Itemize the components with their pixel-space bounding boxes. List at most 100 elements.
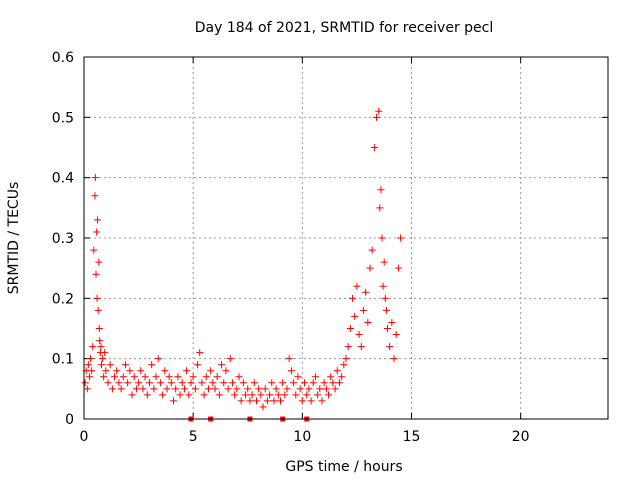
data-point <box>272 385 280 393</box>
data-point <box>296 385 304 393</box>
data-point <box>228 379 236 387</box>
data-point <box>211 385 219 393</box>
data-point <box>220 379 228 387</box>
data-point <box>244 385 252 393</box>
data-point <box>298 397 306 405</box>
data-point <box>204 385 212 393</box>
data-point <box>83 385 91 393</box>
data-point <box>91 174 99 182</box>
data-point <box>156 379 164 387</box>
data-point <box>183 367 191 375</box>
data-point <box>102 367 110 375</box>
data-point <box>178 379 186 387</box>
data-point <box>218 361 226 369</box>
data-point <box>207 367 215 375</box>
data-point <box>93 294 101 302</box>
data-point <box>91 192 99 200</box>
data-point <box>390 355 398 363</box>
data-point <box>270 397 278 405</box>
data-point <box>215 391 223 399</box>
data-point <box>331 385 339 393</box>
data-point <box>99 355 107 363</box>
data-point <box>335 379 343 387</box>
data-point <box>113 367 121 375</box>
data-point <box>368 246 376 254</box>
data-point <box>277 397 284 405</box>
x-tick-label: 20 <box>512 429 530 445</box>
data-point <box>170 397 178 405</box>
data-point <box>81 379 89 387</box>
data-point <box>359 306 367 314</box>
data-point <box>322 385 330 393</box>
data-point <box>357 343 365 351</box>
data-point <box>346 325 354 332</box>
data-point <box>148 361 156 369</box>
data-point <box>84 361 92 369</box>
data-point <box>200 391 208 399</box>
data-point <box>159 391 167 399</box>
data-point <box>283 385 291 393</box>
data-point <box>252 397 260 405</box>
data-point <box>246 397 254 405</box>
y-tick-label: 0.4 <box>52 171 74 187</box>
data-point <box>327 373 335 381</box>
data-point <box>128 391 136 399</box>
data-point <box>344 343 352 351</box>
data-point <box>383 325 391 332</box>
data-point <box>355 331 363 339</box>
data-point <box>88 367 96 375</box>
data-point <box>93 228 101 236</box>
plot-frame <box>83 56 609 420</box>
data-point <box>119 373 127 381</box>
data-point <box>268 379 276 387</box>
data-point <box>257 391 265 399</box>
data-point <box>95 258 103 266</box>
data-point <box>266 391 274 399</box>
data-point <box>303 391 311 399</box>
x-tick-label: 10 <box>293 429 311 445</box>
data-point <box>239 379 247 387</box>
data-point <box>213 373 221 381</box>
y-tick-label: 0.2 <box>52 291 74 307</box>
data-point <box>143 391 151 399</box>
data-point <box>255 385 263 393</box>
x-tick-label: 15 <box>403 429 421 445</box>
data-point <box>97 343 105 351</box>
data-point <box>150 385 158 393</box>
data-point <box>126 367 134 375</box>
data-point <box>362 288 370 296</box>
data-point <box>117 385 125 393</box>
data-point <box>224 385 232 393</box>
data-point <box>146 379 153 387</box>
data-point <box>104 379 112 387</box>
data-point <box>314 391 322 399</box>
data-point <box>92 270 100 278</box>
data-point <box>191 385 199 393</box>
data-point <box>373 113 381 121</box>
data-point <box>237 397 245 405</box>
data-point <box>124 379 132 387</box>
data-point <box>187 379 195 387</box>
data-point <box>380 258 388 266</box>
data-point <box>94 306 102 314</box>
x-tick-label: 5 <box>189 429 198 445</box>
y-tick-label: 0 <box>65 412 74 428</box>
data-point <box>340 361 348 369</box>
data-point <box>351 312 359 320</box>
data-point <box>325 391 333 399</box>
data-point <box>305 385 313 393</box>
data-point <box>294 373 302 381</box>
data-point <box>378 234 386 242</box>
y-tick-label: 0.1 <box>52 352 74 368</box>
y-tick-label: 0.3 <box>52 231 74 247</box>
data-point <box>274 391 282 399</box>
data-point <box>301 379 309 387</box>
data-point <box>231 391 239 399</box>
data-point <box>342 355 350 363</box>
data-point <box>261 385 269 393</box>
data-point <box>106 361 114 369</box>
data-points <box>81 107 405 422</box>
x-tick-label: 0 <box>80 429 89 445</box>
data-point <box>137 367 145 375</box>
